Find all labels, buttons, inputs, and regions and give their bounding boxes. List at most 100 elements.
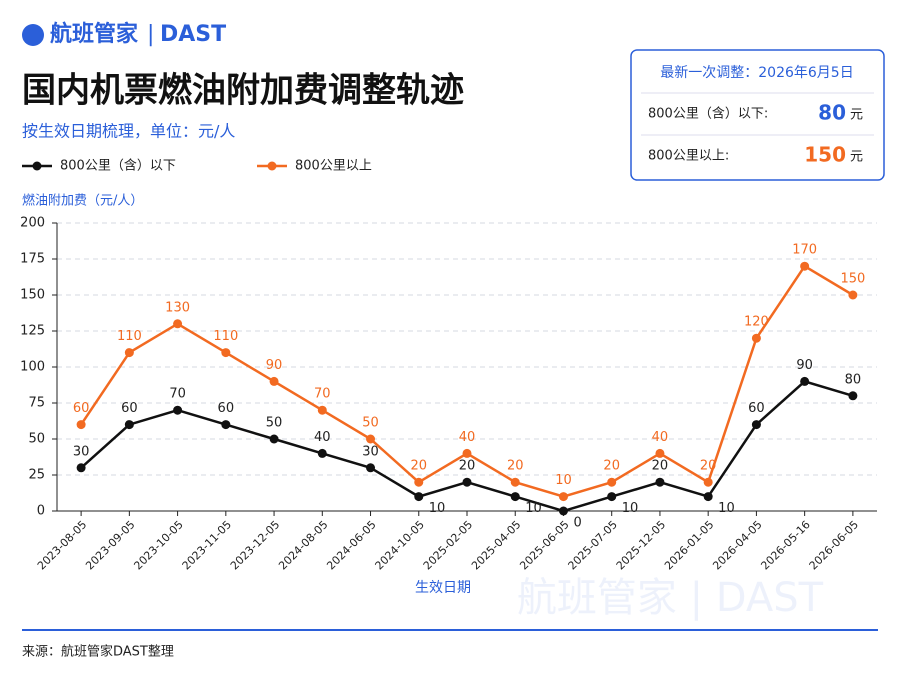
data-point [703, 477, 713, 487]
x-tick-label: 2023-10-05 [131, 518, 185, 572]
data-point [76, 463, 86, 473]
y-tick-label: 25 [28, 468, 45, 483]
data-point [221, 420, 231, 430]
x-tick-label: 2025-02-05 [421, 518, 475, 572]
subtitle: 按生效日期梳理，单位：元/人 [22, 122, 235, 141]
info-box [630, 49, 885, 181]
data-label: 10 [718, 501, 735, 516]
x-axis-label: 生效日期 [415, 580, 471, 596]
data-point [173, 405, 183, 415]
data-label: 170 [792, 243, 817, 258]
info-title: 最新一次调整：2026年6月5日 [660, 65, 853, 81]
data-point [366, 434, 376, 444]
chart-title: 国内机票燃油附加费调整轨迹 [22, 71, 464, 111]
data-point [558, 492, 568, 502]
data-point [317, 405, 327, 415]
x-tick-label: 2025-04-05 [469, 518, 523, 572]
data-label: 60 [748, 401, 765, 416]
data-label: 40 [459, 430, 476, 445]
y-tick-label: 200 [20, 216, 45, 231]
data-point [366, 463, 376, 473]
data-label: 30 [73, 444, 90, 459]
y-tick-label: 150 [20, 288, 45, 303]
info-label: 800公里（含）以下: [648, 106, 768, 122]
data-point [751, 333, 761, 343]
info-unit: 元 [850, 150, 863, 165]
data-label: 30 [362, 444, 379, 459]
data-label: 20 [507, 459, 524, 474]
data-point [221, 348, 231, 358]
x-tick-label: 2024-08-05 [276, 518, 330, 572]
data-point [269, 376, 279, 386]
data-point [414, 492, 424, 502]
info-value: 80 [818, 101, 846, 125]
legend-marker [267, 161, 277, 171]
x-tick-label: 2026-05-16 [758, 518, 812, 572]
y-tick-label: 75 [28, 396, 45, 411]
data-point [655, 477, 665, 487]
x-tick-label: 2025-06-05 [517, 518, 571, 572]
data-point [173, 319, 183, 329]
data-point [124, 420, 134, 430]
legend-label: 800公里以上 [295, 159, 372, 174]
data-label: 0 [573, 516, 581, 531]
legend-marker [32, 161, 42, 171]
data-label: 10 [525, 501, 542, 516]
info-value: 150 [804, 143, 846, 167]
info-unit: 元 [850, 108, 863, 123]
data-point [510, 492, 520, 502]
data-point [800, 376, 810, 386]
data-point [703, 492, 713, 502]
x-tick-label: 2026-04-05 [710, 518, 764, 572]
data-point [269, 434, 279, 444]
data-label: 110 [117, 329, 142, 344]
data-point [848, 290, 858, 300]
separator: | [147, 22, 154, 47]
watermark: 航班管家 | DAST [517, 575, 824, 621]
data-label: 70 [314, 387, 331, 402]
footer: 来源：航班管家DAST整理 [22, 644, 174, 660]
data-label: 10 [622, 501, 639, 516]
y-tick-label: 50 [28, 432, 45, 447]
data-point [510, 477, 520, 487]
data-point [655, 448, 665, 458]
y-tick-label: 0 [37, 504, 45, 519]
y-axis-label: 燃油附加费（元/人） [22, 193, 143, 209]
data-point [76, 420, 86, 430]
x-tick-label: 2024-06-05 [324, 518, 378, 572]
data-label: 10 [429, 501, 446, 516]
y-tick-label: 175 [20, 252, 45, 267]
data-point [800, 261, 810, 271]
data-label: 40 [314, 430, 331, 445]
data-label: 80 [845, 372, 862, 387]
data-label: 110 [213, 329, 238, 344]
data-label: 20 [603, 459, 620, 474]
data-label: 90 [266, 358, 283, 373]
data-label: 20 [459, 459, 476, 474]
x-tick-label: 2023-11-05 [180, 518, 234, 572]
x-tick-label: 2023-08-05 [35, 518, 89, 572]
data-label: 150 [840, 272, 865, 287]
brand: DAST [160, 22, 226, 47]
data-point [462, 477, 472, 487]
logo: 航班管家 [50, 21, 139, 47]
data-label: 120 [744, 315, 769, 330]
x-tick-label: 2023-12-05 [228, 518, 282, 572]
x-tick-label: 2026-01-05 [662, 518, 716, 572]
x-tick-label: 2025-12-05 [614, 518, 668, 572]
y-tick-label: 125 [20, 324, 45, 339]
data-label: 20 [410, 459, 427, 474]
data-label: 90 [796, 358, 813, 373]
data-label: 50 [362, 416, 379, 431]
data-label: 20 [652, 459, 669, 474]
data-point [317, 448, 327, 458]
data-label: 50 [266, 416, 283, 431]
logo-icon [22, 24, 44, 46]
series-line [80, 380, 854, 513]
data-point [848, 391, 858, 401]
data-label: 60 [218, 401, 235, 416]
data-point [462, 448, 472, 458]
x-tick-label: 2026-06-05 [807, 518, 861, 572]
data-point [414, 477, 424, 487]
